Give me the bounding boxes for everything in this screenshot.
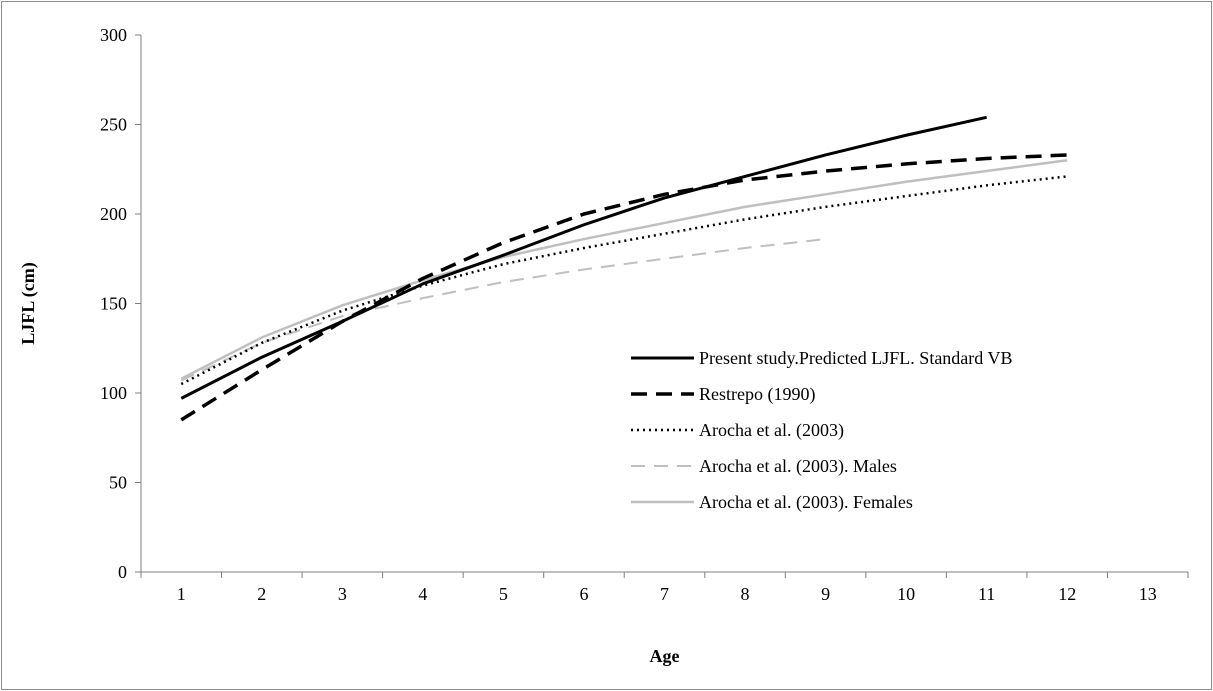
x-tick-label: 5 — [499, 584, 508, 604]
series-line-arocha-et-al-2003-males — [180, 238, 826, 382]
x-axis-title: Age — [650, 646, 680, 666]
x-tick-label: 10 — [897, 584, 915, 604]
axes — [140, 35, 1188, 573]
legend-label-restrepo-1990: Restrepo (1990) — [699, 384, 815, 405]
x-tick-label: 9 — [821, 584, 830, 604]
y-tick-label: 250 — [100, 115, 127, 135]
series-line-restrepo-1990 — [180, 153, 1068, 422]
y-tick-label: 200 — [100, 204, 127, 224]
x-tick-label: 11 — [978, 584, 995, 604]
series-line-arocha-et-al-2003-females — [180, 159, 1068, 380]
x-tick-label: 7 — [660, 584, 669, 604]
y-tick-label: 300 — [100, 25, 127, 45]
series-layer — [180, 115, 1068, 422]
legend: Present study.Predicted LJFL. Standard V… — [631, 348, 1012, 513]
series-line-present-study-predicted-ljfl-standard-vb — [180, 115, 987, 400]
x-tick-label: 1 — [177, 584, 186, 604]
legend-label-arocha-et-al-2003-females: Arocha et al. (2003). Females — [699, 492, 913, 513]
x-tick-label: 3 — [338, 584, 347, 604]
x-tick-label: 6 — [579, 584, 588, 604]
y-tick-label: 0 — [118, 562, 127, 582]
series-line-arocha-et-al-2003 — [180, 175, 1068, 386]
x-tick-label: 13 — [1139, 584, 1157, 604]
x-tick-label: 4 — [418, 584, 427, 604]
x-tick-label: 12 — [1058, 584, 1076, 604]
x-tick-label: 8 — [741, 584, 750, 604]
legend-label-arocha-et-al-2003: Arocha et al. (2003) — [699, 420, 844, 441]
legend-label-present-study-predicted-ljfl-standard-vb: Present study.Predicted LJFL. Standard V… — [699, 348, 1012, 368]
legend-label-arocha-et-al-2003-males: Arocha et al. (2003). Males — [699, 456, 897, 477]
y-axis-title: LJFL (cm) — [18, 262, 39, 345]
x-tick-label: 2 — [257, 584, 266, 604]
y-tick-label: 100 — [100, 383, 127, 403]
y-tick-label: 50 — [109, 473, 127, 493]
y-tick-label: 150 — [100, 294, 127, 314]
